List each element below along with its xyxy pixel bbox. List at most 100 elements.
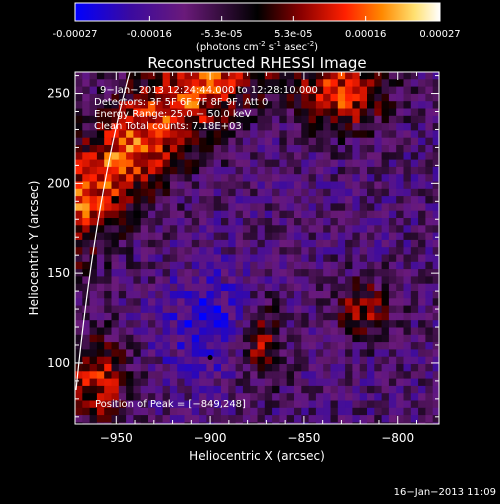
heatmap-cell bbox=[418, 72, 426, 80]
heatmap-cell bbox=[418, 400, 426, 409]
heatmap-cell bbox=[133, 291, 142, 299]
heatmap-cell bbox=[250, 196, 258, 204]
heatmap-cell bbox=[403, 166, 412, 175]
heatmap-cell bbox=[294, 291, 302, 299]
heatmap-cell bbox=[272, 283, 280, 292]
annotation-block: 9−Jan−2013 12:24:44.000 to 12:28:10.000 … bbox=[94, 85, 318, 132]
heatmap-cell bbox=[337, 115, 346, 124]
heatmap-cell bbox=[294, 188, 302, 197]
heatmap-cell bbox=[294, 115, 302, 124]
heatmap-cell bbox=[213, 210, 222, 219]
heatmap-cell bbox=[374, 174, 383, 182]
heatmap-cell bbox=[272, 72, 280, 80]
heatmap-cell bbox=[315, 196, 324, 204]
heatmap-cell bbox=[374, 247, 383, 255]
heatmap-cell bbox=[235, 407, 244, 416]
heatmap-cell bbox=[279, 356, 288, 365]
heatmap-cell bbox=[279, 166, 288, 175]
heatmap-cell bbox=[235, 188, 244, 197]
heatmap-cell bbox=[330, 349, 339, 358]
heatmap-cell bbox=[118, 123, 127, 131]
heatmap-cell bbox=[155, 218, 164, 226]
heatmap-cell bbox=[315, 254, 324, 263]
heatmap-cell bbox=[264, 79, 273, 88]
heatmap-cell bbox=[191, 334, 200, 343]
heatmap-cell bbox=[213, 152, 222, 161]
heatmap-cell bbox=[388, 239, 397, 248]
heatmap-cell bbox=[418, 393, 426, 401]
heatmap-cell bbox=[184, 174, 193, 182]
heatmap-cell bbox=[191, 283, 200, 292]
heatmap-cell bbox=[177, 334, 185, 343]
heatmap-cell bbox=[396, 159, 404, 168]
heatmap-cell bbox=[286, 174, 295, 182]
heatmap-cell bbox=[367, 364, 375, 372]
heatmap-cell bbox=[264, 378, 273, 387]
heatmap-cell bbox=[221, 166, 229, 175]
heatmap-cell bbox=[308, 320, 317, 328]
heatmap-cell bbox=[82, 115, 91, 124]
heatmap-cell bbox=[301, 378, 310, 387]
heatmap-cell bbox=[432, 415, 439, 423]
heatmap-cell bbox=[162, 261, 171, 270]
heatmap-cell bbox=[162, 72, 171, 80]
heatmap-cell bbox=[294, 342, 302, 350]
heatmap-cell bbox=[410, 108, 419, 117]
heatmap-cell bbox=[432, 276, 439, 285]
heatmap-cell bbox=[228, 283, 237, 292]
heatmap-cell bbox=[264, 291, 273, 299]
heatmap-cell bbox=[242, 115, 251, 124]
heatmap-cell bbox=[381, 152, 390, 161]
heatmap-cell bbox=[184, 218, 193, 226]
heatmap-cell bbox=[301, 334, 310, 343]
heatmap-cell bbox=[82, 108, 91, 117]
heatmap-cell bbox=[345, 137, 353, 146]
heatmap-cell bbox=[184, 422, 193, 424]
heatmap-cell bbox=[345, 254, 353, 263]
heatmap-cell bbox=[162, 312, 171, 321]
heatmap-cell bbox=[250, 188, 258, 197]
heatmap-cell bbox=[82, 152, 91, 161]
heatmap-cell bbox=[410, 407, 419, 416]
heatmap-cell bbox=[352, 305, 361, 314]
heatmap-cell bbox=[162, 188, 171, 197]
heatmap-cell bbox=[250, 159, 258, 168]
heatmap-cell bbox=[111, 166, 120, 175]
heatmap-cell bbox=[133, 93, 142, 102]
heatmap-cell bbox=[381, 407, 390, 416]
heatmap-cell bbox=[359, 79, 368, 88]
heatmap-cell bbox=[352, 166, 361, 175]
heatmap-cell bbox=[96, 108, 105, 117]
heatmap-cell bbox=[264, 356, 273, 365]
heatmap-cell bbox=[352, 422, 361, 424]
heatmap-cell bbox=[308, 225, 317, 234]
heatmap-cell bbox=[82, 174, 91, 182]
heatmap-cell bbox=[133, 407, 142, 416]
heatmap-cell bbox=[191, 291, 200, 299]
heatmap-cell bbox=[118, 86, 127, 95]
heatmap-cell bbox=[213, 247, 222, 255]
heatmap-cell bbox=[169, 305, 178, 314]
heatmap-cell bbox=[374, 72, 383, 80]
heatmap-cell bbox=[315, 137, 324, 146]
heatmap-cell bbox=[191, 232, 200, 241]
heatmap-cell bbox=[396, 196, 404, 204]
heatmap-cell bbox=[352, 196, 361, 204]
colorbar bbox=[74, 2, 441, 22]
heatmap-cell bbox=[374, 349, 383, 358]
heatmap-cell bbox=[242, 108, 251, 117]
heatmap-cell bbox=[184, 269, 193, 277]
heatmap-cell bbox=[264, 159, 273, 168]
heatmap-cell bbox=[272, 188, 280, 197]
heatmap-cell bbox=[323, 400, 331, 409]
heatmap-cell bbox=[257, 342, 266, 350]
heatmap-cell bbox=[381, 320, 390, 328]
heatmap-cell bbox=[264, 393, 273, 401]
heatmap-cell bbox=[228, 188, 237, 197]
heatmap-cell bbox=[381, 342, 390, 350]
heatmap-cell bbox=[133, 232, 142, 241]
heatmap-cell bbox=[352, 188, 361, 197]
heatmap-cell bbox=[250, 254, 258, 263]
heatmap-cell bbox=[206, 203, 215, 212]
heatmap-cell bbox=[75, 400, 83, 409]
